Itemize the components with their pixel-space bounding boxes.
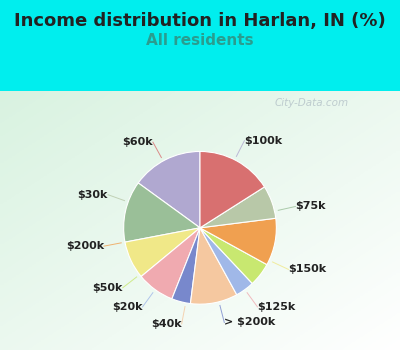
Text: $60k: $60k [122,137,153,147]
Wedge shape [124,183,200,242]
Wedge shape [200,187,276,228]
Text: $75k: $75k [295,202,326,211]
Text: $50k: $50k [92,283,123,293]
Text: All residents: All residents [146,33,254,48]
Wedge shape [190,228,237,304]
Wedge shape [125,228,200,276]
Text: $40k: $40k [151,319,182,329]
Text: $20k: $20k [112,302,142,312]
Text: City-Data.com: City-Data.com [275,98,349,108]
Wedge shape [200,228,267,284]
Wedge shape [141,228,200,299]
Wedge shape [200,218,276,265]
Text: > $200k: > $200k [224,317,276,328]
Text: $100k: $100k [244,136,282,146]
Wedge shape [200,228,252,295]
Wedge shape [200,152,264,228]
Wedge shape [172,228,200,303]
Text: $150k: $150k [288,265,326,274]
Text: $200k: $200k [66,241,104,251]
Text: $125k: $125k [258,302,296,312]
Wedge shape [138,152,200,228]
Text: Income distribution in Harlan, IN (%): Income distribution in Harlan, IN (%) [14,12,386,30]
Text: $30k: $30k [78,190,108,200]
